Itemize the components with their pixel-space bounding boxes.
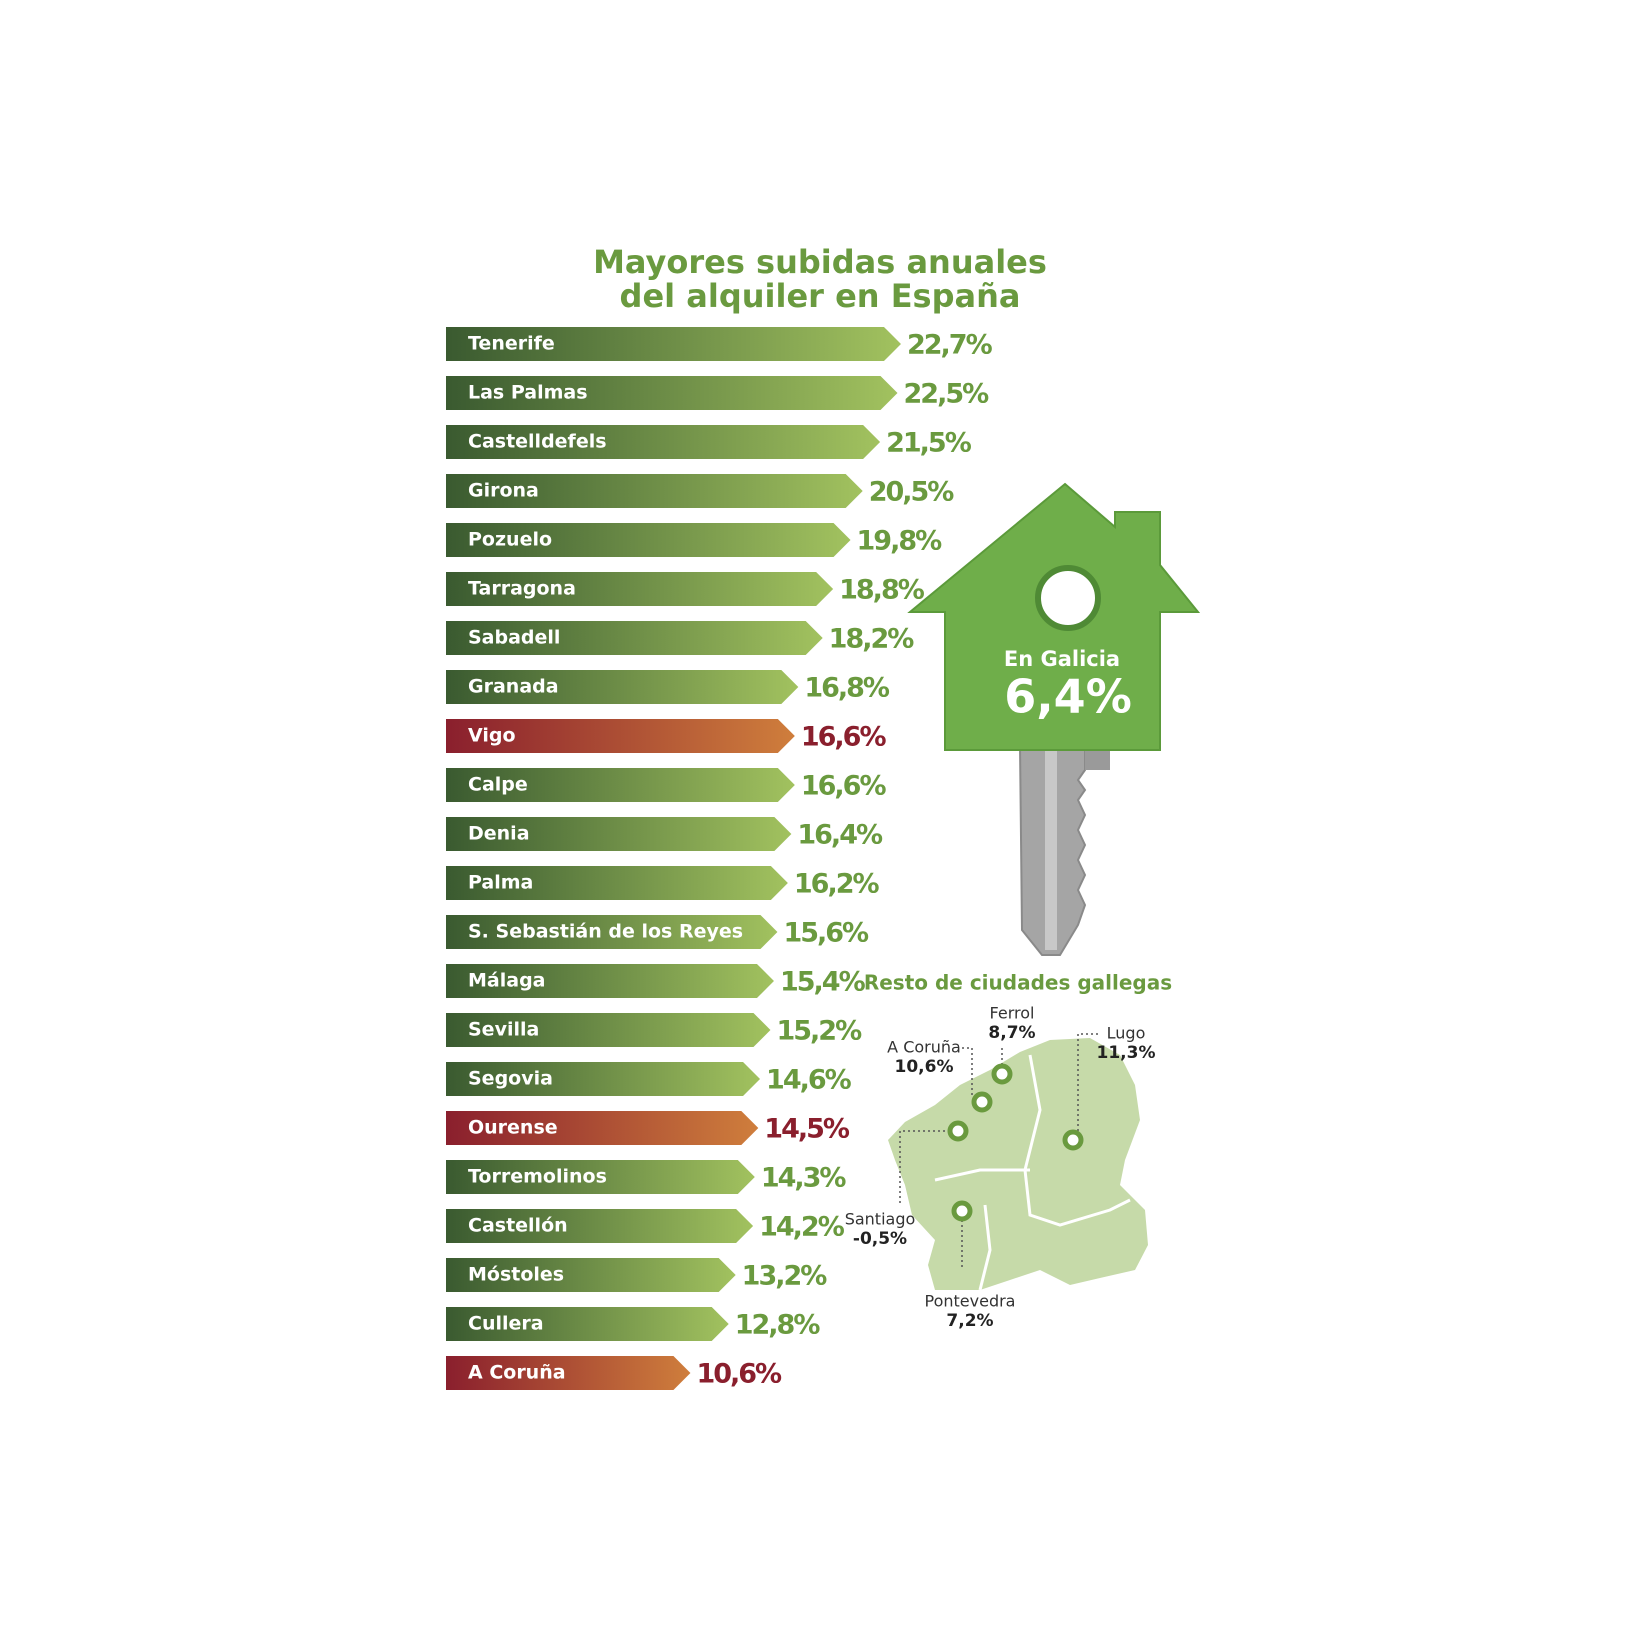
bar	[446, 670, 799, 704]
city-label: Santiago	[845, 1210, 916, 1229]
value-label: 20,5%	[869, 477, 955, 508]
value-label: 22,7%	[907, 330, 993, 361]
value-label: 16,4%	[797, 820, 883, 851]
bar-label: Ourense	[468, 1117, 558, 1139]
value-label: 18,8%	[839, 575, 925, 606]
city-marker	[971, 1091, 993, 1113]
bar-label: Vigo	[468, 725, 516, 747]
city-value: 11,3%	[1097, 1043, 1156, 1063]
bar	[446, 1062, 761, 1096]
bar-label: Las Palmas	[468, 382, 588, 404]
leader-line	[899, 1130, 950, 1205]
bar-label: Sevilla	[468, 1019, 539, 1041]
value-label: 16,6%	[801, 722, 887, 753]
bar	[446, 1160, 755, 1194]
value-label: 14,3%	[761, 1163, 847, 1194]
bar-label: A Coruña	[468, 1362, 566, 1384]
bar-label: Palma	[468, 872, 533, 894]
bar-label: Granada	[468, 676, 559, 698]
value-label: 21,5%	[886, 428, 972, 459]
bar	[446, 866, 788, 900]
value-label: 16,8%	[804, 673, 890, 704]
chart-title: Mayores subidas anuales del alquiler en …	[593, 243, 1047, 315]
bar	[446, 474, 863, 508]
leader-line	[1077, 1033, 1098, 1132]
value-label: 12,8%	[735, 1310, 821, 1341]
value-label: 19,8%	[857, 526, 943, 557]
value-label: 18,2%	[829, 624, 915, 655]
bar	[446, 376, 898, 410]
value-label: 15,4%	[780, 967, 866, 998]
value-label: 16,6%	[801, 771, 887, 802]
region-shape	[888, 1038, 1148, 1290]
bar-label: Calpe	[468, 774, 528, 796]
bar-label: Tarragona	[468, 578, 576, 600]
bar-label: Tenerife	[468, 333, 555, 355]
key	[1018, 744, 1110, 956]
bar	[446, 1111, 759, 1145]
annotation-value: 6,4%	[1004, 670, 1132, 724]
bar	[446, 1209, 754, 1243]
city-value: 10,6%	[895, 1057, 954, 1077]
bar	[446, 621, 823, 655]
city-marker	[947, 1120, 969, 1142]
value-label: 15,2%	[776, 1016, 862, 1047]
bar	[446, 1356, 691, 1390]
bar	[446, 425, 881, 459]
leader-line	[962, 1047, 973, 1095]
value-label: 16,2%	[794, 869, 880, 900]
bar	[446, 817, 792, 851]
annotation-label: En Galicia	[1004, 647, 1120, 671]
city-marker	[1062, 1129, 1084, 1151]
city-label: Ferrol	[990, 1004, 1035, 1023]
bar	[446, 768, 795, 802]
city-label: Lugo	[1107, 1024, 1146, 1043]
bar-label: Pozuelo	[468, 529, 552, 551]
bar-label: Móstoles	[468, 1264, 564, 1286]
bar	[446, 719, 795, 753]
region-border	[978, 1204, 992, 1291]
bar	[446, 523, 851, 557]
bar	[446, 572, 834, 606]
bar	[446, 1258, 736, 1292]
value-label: 10,6%	[696, 1359, 782, 1390]
bar-label: Denia	[468, 823, 530, 845]
bar	[446, 964, 774, 998]
value-label: 14,2%	[759, 1212, 845, 1243]
city-label: A Coruña	[887, 1038, 961, 1057]
city-value: 8,7%	[988, 1023, 1035, 1043]
region-border	[934, 1168, 1030, 1182]
city-label: Pontevedra	[925, 1292, 1016, 1311]
bar-label: Málaga	[468, 970, 545, 992]
city-value: 7,2%	[946, 1311, 993, 1331]
bar	[446, 915, 778, 949]
bar-label: Segovia	[468, 1068, 553, 1090]
bar-label: Castelldefels	[468, 431, 607, 453]
value-label: 14,6%	[766, 1065, 852, 1096]
city-marker	[951, 1200, 973, 1222]
bar-label: Cullera	[468, 1313, 544, 1335]
bar-label: Girona	[468, 480, 539, 502]
map-title: Resto de ciudades gallegas	[864, 971, 1172, 995]
region-border	[1023, 1054, 1131, 1227]
bar	[446, 1307, 729, 1341]
bar	[446, 327, 901, 361]
value-label: 13,2%	[742, 1261, 828, 1292]
bar	[446, 1013, 771, 1047]
bar-label: Sabadell	[468, 627, 560, 649]
value-label: 14,5%	[764, 1114, 850, 1145]
city-value: -0,5%	[853, 1229, 907, 1249]
value-label: 22,5%	[904, 379, 990, 410]
bar-label: Torremolinos	[468, 1166, 607, 1188]
city-marker	[991, 1063, 1013, 1085]
bar-label: S. Sebastián de los Reyes	[468, 921, 743, 943]
house	[907, 482, 1201, 751]
bar-label: Castellón	[468, 1215, 568, 1237]
value-label: 15,6%	[783, 918, 869, 949]
